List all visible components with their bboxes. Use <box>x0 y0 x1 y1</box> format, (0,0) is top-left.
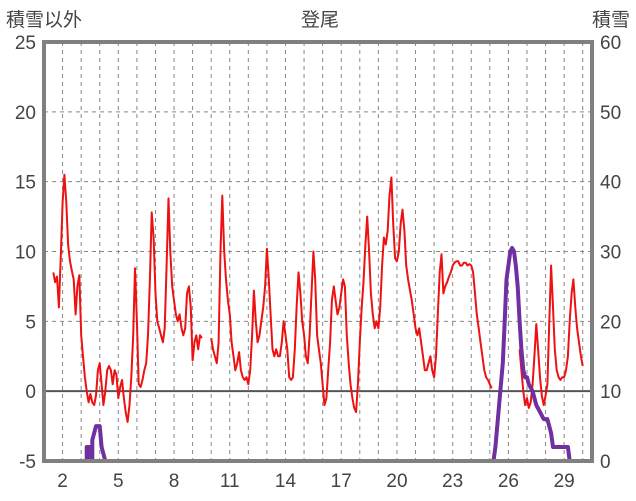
x-tick-label: 2 <box>57 471 68 492</box>
series-1-line-2 <box>210 176 493 414</box>
x-tick-label: 8 <box>169 471 180 492</box>
x-tick-label: 14 <box>275 471 297 492</box>
left-tick-label: 10 <box>15 243 36 264</box>
series-layer <box>44 173 592 463</box>
x-tick-label: 5 <box>113 471 124 492</box>
right-tick-label: 50 <box>600 103 621 124</box>
left-tick-label: 5 <box>25 312 36 333</box>
chart-title: 登尾 <box>301 9 339 31</box>
right-tick-label: 60 <box>600 33 621 54</box>
left-tick-label: -5 <box>19 452 36 473</box>
left-tick-label: 25 <box>15 33 36 54</box>
x-tick-label: 17 <box>331 471 352 492</box>
x-tick-label: 26 <box>498 471 519 492</box>
right-tick-label: 10 <box>600 382 621 403</box>
right-tick-label: 30 <box>600 243 621 264</box>
x-tick-label: 29 <box>554 471 575 492</box>
series-2-line-1 <box>44 246 592 463</box>
plot-frame <box>42 40 594 463</box>
grid-layer <box>43 42 592 461</box>
left-tick-label: 20 <box>15 103 36 124</box>
right-tick-label: 40 <box>600 173 621 194</box>
right-axis-label: 積雪 <box>592 9 630 31</box>
series-1-line-1 <box>52 173 203 423</box>
right-tick-label: 0 <box>600 452 611 473</box>
left-tick-label: 15 <box>15 173 36 194</box>
series-1-line-3 <box>518 264 584 409</box>
left-tick-label: 0 <box>25 382 36 403</box>
x-tick-label: 23 <box>442 471 463 492</box>
left-axis-label: 積雪以外 <box>6 9 82 31</box>
right-tick-label: 20 <box>600 312 621 333</box>
x-tick-label: 20 <box>386 471 407 492</box>
x-tick-label: 11 <box>220 471 240 492</box>
